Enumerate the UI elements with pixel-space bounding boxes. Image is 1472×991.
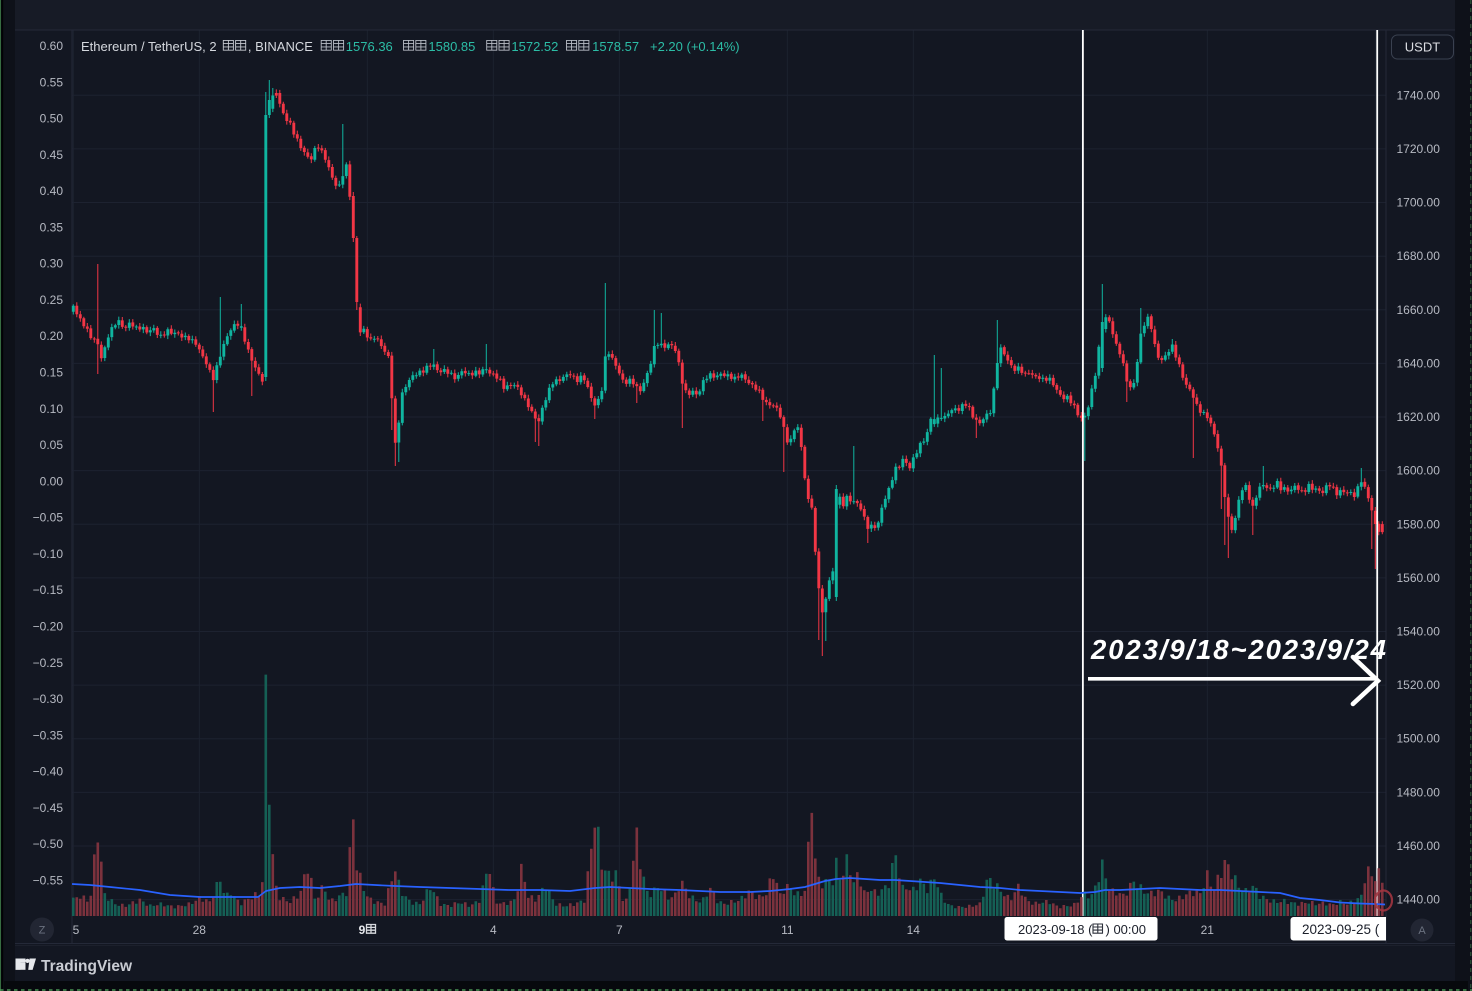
svg-text:−0.40: −0.40 xyxy=(33,765,64,779)
svg-text:0.45: 0.45 xyxy=(40,148,64,162)
svg-text:1680.00: 1680.00 xyxy=(1397,249,1441,263)
svg-text:−0.15: −0.15 xyxy=(33,583,64,597)
svg-text:2023-09-18 (: 2023-09-18 ( xyxy=(1018,922,1093,937)
svg-text:1600.00: 1600.00 xyxy=(1397,464,1441,478)
svg-text:TradingView: TradingView xyxy=(41,958,133,975)
svg-text:−0.30: −0.30 xyxy=(33,692,64,706)
svg-text:1740.00: 1740.00 xyxy=(1397,88,1441,102)
svg-text:28: 28 xyxy=(193,923,207,937)
svg-text:4: 4 xyxy=(490,923,497,937)
svg-text:1572.52: 1572.52 xyxy=(511,39,558,54)
svg-text:5: 5 xyxy=(73,923,80,937)
svg-text:0.35: 0.35 xyxy=(40,220,64,234)
svg-text:1620.00: 1620.00 xyxy=(1397,410,1441,424)
svg-text:0.05: 0.05 xyxy=(40,438,64,452)
svg-text:Z: Z xyxy=(39,925,46,937)
svg-text:1720.00: 1720.00 xyxy=(1397,142,1441,156)
svg-text:−0.50: −0.50 xyxy=(33,837,64,851)
svg-text:0.20: 0.20 xyxy=(40,329,64,343)
svg-text:2023-09-25 (: 2023-09-25 ( xyxy=(1302,922,1380,937)
svg-text:1576.36: 1576.36 xyxy=(346,39,393,54)
svg-text:0.10: 0.10 xyxy=(40,402,64,416)
svg-text:Ethereum / TetherUS, 2: Ethereum / TetherUS, 2 xyxy=(81,39,217,54)
svg-text:1640.00: 1640.00 xyxy=(1397,356,1441,370)
svg-text:, BINANCE: , BINANCE xyxy=(248,39,313,54)
svg-text:1580.85: 1580.85 xyxy=(428,39,475,54)
svg-text:1440.00: 1440.00 xyxy=(1397,893,1441,907)
svg-text:−0.05: −0.05 xyxy=(33,511,64,525)
svg-text:0.25: 0.25 xyxy=(40,293,64,307)
svg-text:1500.00: 1500.00 xyxy=(1397,732,1441,746)
svg-text:A: A xyxy=(1418,925,1426,937)
svg-text:0.55: 0.55 xyxy=(40,75,64,89)
svg-text:11: 11 xyxy=(781,923,794,937)
svg-text:0.15: 0.15 xyxy=(40,366,64,380)
svg-text:1660.00: 1660.00 xyxy=(1397,303,1441,317)
svg-text:−0.10: −0.10 xyxy=(33,547,64,561)
svg-text:1580.00: 1580.00 xyxy=(1397,517,1441,531)
svg-text:) 00:00: ) 00:00 xyxy=(1106,922,1146,937)
svg-text:1560.00: 1560.00 xyxy=(1397,571,1441,585)
svg-text:1480.00: 1480.00 xyxy=(1397,785,1441,799)
svg-text:0.60: 0.60 xyxy=(40,39,64,53)
svg-text:0.50: 0.50 xyxy=(40,112,64,126)
svg-text:14: 14 xyxy=(907,923,921,937)
svg-text:1460.00: 1460.00 xyxy=(1397,839,1441,853)
svg-text:1520.00: 1520.00 xyxy=(1397,678,1441,692)
svg-text:2023/9/18~2023/9/24: 2023/9/18~2023/9/24 xyxy=(1090,634,1388,665)
svg-text:0.40: 0.40 xyxy=(40,184,64,198)
svg-text:−0.45: −0.45 xyxy=(33,801,64,815)
svg-text:1700.00: 1700.00 xyxy=(1397,196,1441,210)
svg-text:0.00: 0.00 xyxy=(40,474,64,488)
svg-text:1540.00: 1540.00 xyxy=(1397,625,1441,639)
svg-text:+2.20 (+0.14%): +2.20 (+0.14%) xyxy=(650,39,740,54)
svg-text:USDT: USDT xyxy=(1405,40,1440,55)
svg-text:1578.57: 1578.57 xyxy=(592,39,639,54)
svg-text:−0.55: −0.55 xyxy=(33,873,64,887)
svg-text:−0.35: −0.35 xyxy=(33,728,64,742)
svg-text:0.30: 0.30 xyxy=(40,257,64,271)
svg-text:−0.25: −0.25 xyxy=(33,656,64,670)
svg-text:21: 21 xyxy=(1201,923,1215,937)
svg-text:9: 9 xyxy=(359,923,366,937)
svg-text:7: 7 xyxy=(616,923,623,937)
svg-text:−0.20: −0.20 xyxy=(33,619,64,633)
